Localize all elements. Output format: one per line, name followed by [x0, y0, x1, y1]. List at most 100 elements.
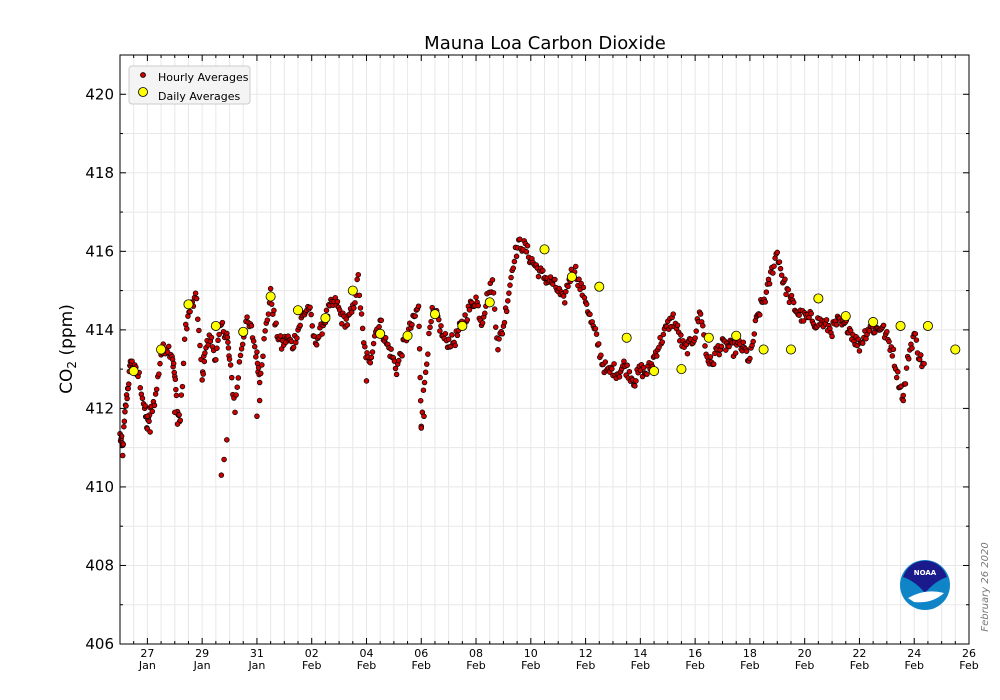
y-tick-label: 420: [85, 85, 114, 103]
x-tick-month-label: Feb: [576, 659, 595, 672]
hourly-point: [196, 327, 202, 334]
hourly-point: [308, 311, 314, 318]
daily-point: [375, 328, 386, 339]
daily-point: [676, 364, 687, 375]
hourly-point: [294, 335, 300, 341]
hourly-point: [165, 343, 172, 350]
x-tick-month-label: Feb: [521, 659, 540, 672]
hourly-point: [412, 313, 418, 319]
hourly-point: [237, 352, 244, 359]
hourly-point: [428, 318, 434, 325]
hourly-point: [580, 284, 587, 291]
hourly-point: [560, 293, 567, 299]
hourly-point: [356, 292, 363, 299]
x-tick-month-label: Feb: [795, 659, 814, 672]
hourly-point: [192, 290, 199, 296]
hourly-point: [697, 311, 704, 317]
hourly-point: [382, 335, 389, 341]
x-tick-month-label: Jan: [247, 659, 265, 672]
hourly-point: [602, 359, 609, 365]
hourly-point: [572, 263, 579, 270]
hourly-point: [334, 298, 341, 305]
hourly-point: [576, 276, 582, 283]
date-stamp: February 26 2020: [980, 542, 991, 631]
hourly-point: [503, 308, 510, 315]
y-axis-label: CO2 (ppm): [57, 304, 79, 394]
hourly-point: [137, 385, 144, 391]
hourly-point: [535, 273, 542, 280]
hourly-point: [254, 413, 260, 420]
daily-point: [731, 330, 742, 341]
hourly-point: [313, 342, 320, 348]
hourly-point: [256, 397, 263, 404]
hourly-point: [367, 359, 374, 366]
legend-daily-label: Daily Averages: [158, 90, 241, 103]
hourly-point: [766, 281, 773, 287]
hourly-point: [271, 307, 277, 314]
x-tick-day-label: 04: [359, 647, 373, 660]
hourly-point: [563, 288, 569, 295]
x-tick-day-label: 27: [140, 647, 154, 660]
hourly-point: [355, 271, 362, 278]
hourly-point: [507, 282, 513, 288]
hourly-point: [151, 402, 158, 409]
hourly-point: [178, 392, 185, 398]
hourly-point: [562, 300, 568, 306]
hourly-point: [726, 343, 732, 350]
legend-daily-marker: [138, 87, 148, 97]
hourly-point: [354, 276, 360, 283]
hourly-point: [393, 371, 400, 378]
hourly-point: [236, 359, 243, 365]
hourly-point: [146, 418, 152, 424]
hourly-point: [239, 341, 246, 348]
daily-point: [128, 366, 139, 377]
hourly-point: [149, 408, 156, 415]
hourly-point: [918, 352, 924, 358]
hourly-point: [621, 358, 627, 364]
hourly-point: [778, 272, 785, 278]
hourly-point: [396, 357, 402, 364]
hourly-point: [829, 333, 835, 340]
hourly-point: [581, 295, 588, 301]
hourly-point: [692, 335, 698, 341]
hourly-point: [201, 358, 208, 365]
daily-point: [785, 344, 796, 355]
daily-point: [758, 344, 769, 355]
hourly-point: [510, 265, 517, 271]
hourly-point: [251, 343, 258, 350]
hourly-point: [788, 292, 795, 299]
hourly-point: [214, 345, 220, 351]
hourly-point: [491, 306, 498, 312]
hourly-point: [466, 307, 473, 313]
hourly-point: [496, 336, 502, 342]
x-tick-month-label: Feb: [631, 659, 650, 672]
hourly-point: [711, 361, 717, 367]
daily-point: [594, 281, 605, 292]
hourly-point: [540, 267, 546, 274]
hourly-point: [200, 371, 207, 377]
daily-point: [238, 326, 249, 337]
chart-title: Mauna Loa Carbon Dioxide: [424, 33, 666, 54]
x-tick-month-label: Feb: [357, 659, 376, 672]
x-tick-day-label: 24: [907, 647, 921, 660]
daily-point: [649, 366, 660, 377]
hourly-point: [232, 409, 238, 416]
hourly-point: [259, 362, 265, 368]
hourly-point: [260, 353, 266, 359]
hourly-point: [511, 258, 518, 265]
hourly-point: [823, 317, 830, 323]
x-tick-day-label: 26: [962, 647, 976, 660]
y-tick-label: 406: [85, 635, 114, 653]
hourly-point: [348, 309, 355, 315]
hourly-point: [193, 295, 200, 302]
hourly-point: [670, 311, 676, 317]
daily-point: [868, 317, 879, 328]
hourly-point: [501, 319, 508, 326]
hourly-point: [228, 374, 235, 381]
x-tick-month-label: Feb: [904, 659, 923, 672]
daily-point: [840, 311, 851, 322]
hourly-point: [253, 354, 259, 360]
hourly-point: [139, 395, 146, 402]
hourly-point: [626, 368, 633, 375]
hourly-point: [234, 384, 240, 390]
